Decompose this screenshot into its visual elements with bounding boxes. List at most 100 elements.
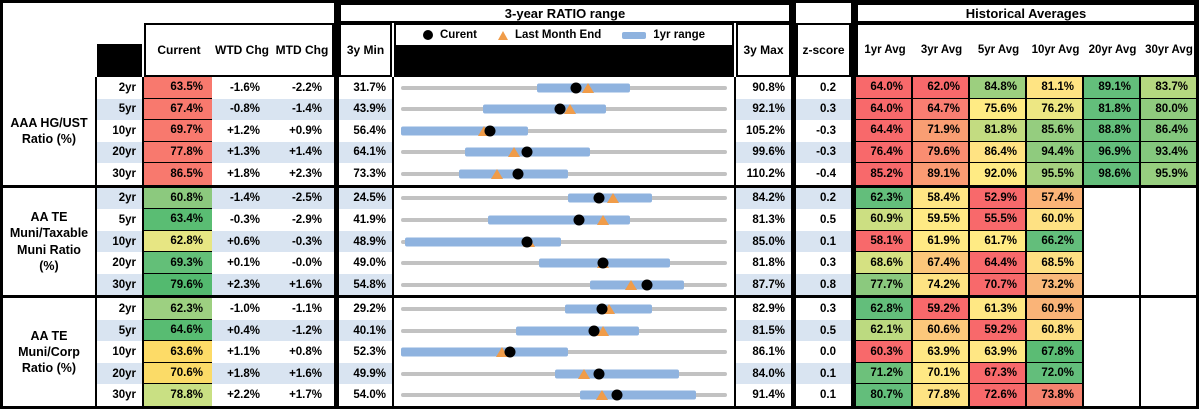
legend-black-band <box>396 45 732 75</box>
column-divider <box>95 298 97 406</box>
one-year-range-bar <box>579 390 697 400</box>
tenor-cell: 2yr <box>97 187 142 210</box>
current-cell: 63.5% <box>144 77 212 99</box>
column-divider <box>734 298 736 406</box>
current-cell: 86.5% <box>144 163 212 185</box>
column-divider <box>334 298 339 406</box>
avg-cell: 58.1% <box>856 230 911 253</box>
avg-cell: 72.6% <box>970 384 1025 406</box>
avg-cell: 59.2% <box>970 319 1025 342</box>
max-3y-cell: 81.8% <box>736 252 791 274</box>
avg-cell: 59.2% <box>913 298 968 320</box>
group-block: AA TE Muni/Corp Ratio (%) 2yr 62.3% -1.0% -1… <box>3 298 1196 406</box>
avg-cell: 77.8% <box>913 384 968 406</box>
last-month-marker <box>491 168 504 179</box>
avg-10yr-header: 10yr Avg <box>1031 44 1080 56</box>
avg-cell: 83.7% <box>1141 77 1196 99</box>
max-3y-cell: 110.2% <box>736 163 791 185</box>
zscore-cell: 0.1 <box>796 362 851 385</box>
current-cell: 70.6% <box>144 362 212 385</box>
max-3y-cell: 84.0% <box>736 362 791 385</box>
avg-cell: 62.8% <box>856 298 911 320</box>
column-divider <box>734 77 736 185</box>
legend-range-label: 1yr range <box>653 29 706 41</box>
avg-cell <box>1141 384 1196 406</box>
group-block: AA TE Muni/Taxable Muni Ratio (%) 2yr 60.8… <box>3 187 1196 296</box>
avg-cell: 66.2% <box>1027 230 1082 253</box>
avg-cell: 60.3% <box>856 341 911 363</box>
current-marker <box>570 82 582 94</box>
min-3y-cell: 24.5% <box>339 187 392 210</box>
header-spacer-mid <box>796 3 851 23</box>
current-marker <box>573 214 585 226</box>
tenor-cell: 30yr <box>97 384 142 406</box>
last-month-marker <box>596 390 609 401</box>
column-divider <box>911 187 913 296</box>
max-3y-cell: 90.8% <box>736 77 791 99</box>
last-month-marker <box>582 82 595 93</box>
mtd-change-cell: +1.7% <box>272 384 334 406</box>
wtd-change-cell: +1.8% <box>212 163 272 185</box>
avg-cell: 70.7% <box>970 273 1025 296</box>
min-3y-cell: 56.4% <box>339 120 392 142</box>
legend-last-month-label: Last Month End <box>515 29 602 41</box>
last-month-marker <box>606 193 619 204</box>
current-cell: 78.8% <box>144 384 212 406</box>
column-divider <box>851 298 856 406</box>
wtd-change-cell: +1.8% <box>212 362 272 385</box>
avg-cell <box>1084 384 1139 406</box>
max-3y-cell: 91.4% <box>736 384 791 406</box>
min-3y-cell: 31.7% <box>339 77 392 99</box>
min-3y-cell: 54.0% <box>339 384 392 406</box>
zscore-cell: 0.2 <box>796 77 851 99</box>
range-track <box>401 393 727 398</box>
zscore-cell: 0.0 <box>796 341 851 363</box>
range-chart-cell <box>394 298 734 320</box>
current-cell: 79.6% <box>144 273 212 296</box>
avg-cell: 64.4% <box>970 252 1025 274</box>
min-3y-cell: 73.3% <box>339 163 392 185</box>
zscore-cell: 0.3 <box>796 98 851 121</box>
column-divider <box>95 77 97 185</box>
range-bar-icon <box>622 31 647 39</box>
current-marker <box>611 389 623 401</box>
avg-cell: 55.5% <box>970 209 1025 231</box>
avg-cell: 76.2% <box>1027 98 1082 121</box>
avg-cell <box>1084 187 1139 210</box>
current-cell: 64.6% <box>144 319 212 342</box>
header-spacer-left <box>3 3 334 23</box>
wtd-change-cell: -0.8% <box>212 98 272 121</box>
tenor-cell: 2yr <box>97 77 142 99</box>
current-marker <box>588 325 600 337</box>
avg-cell: 60.0% <box>1027 209 1082 231</box>
avg-cell: 85.6% <box>1027 120 1082 142</box>
avg-cell: 68.6% <box>856 252 911 274</box>
column-divider <box>911 77 913 185</box>
wtd-change-cell: +0.4% <box>212 319 272 342</box>
avg-cell: 61.9% <box>913 230 968 253</box>
column-divider <box>791 187 796 296</box>
tenor-cell: 10yr <box>97 120 142 142</box>
avg-cell: 64.4% <box>856 120 911 142</box>
wtd-change-cell: -0.3% <box>212 209 272 231</box>
max-column-header: 3y Max <box>736 23 791 77</box>
column-divider <box>968 298 970 406</box>
legend-current-label: Curent <box>439 29 478 41</box>
max-3y-cell: 99.6% <box>736 141 791 164</box>
column-divider <box>392 187 394 296</box>
group-separator <box>3 184 1196 188</box>
range-chart-cell <box>394 163 734 185</box>
min-3y-cell: 29.2% <box>339 298 392 320</box>
avg-cell: 62.1% <box>856 319 911 342</box>
range-chart-track-area <box>401 209 727 231</box>
range-chart-track-area <box>401 163 727 185</box>
one-year-range-bar <box>554 369 680 379</box>
avg-cell: 52.9% <box>970 187 1025 210</box>
max-3y-cell: 82.9% <box>736 298 791 320</box>
range-chart-track-area <box>401 274 727 296</box>
current-cell: 77.8% <box>144 141 212 164</box>
avg-cell <box>1084 298 1139 320</box>
chart-legend: Curent Last Month End 1yr range <box>396 25 732 45</box>
last-month-marker <box>624 279 637 290</box>
